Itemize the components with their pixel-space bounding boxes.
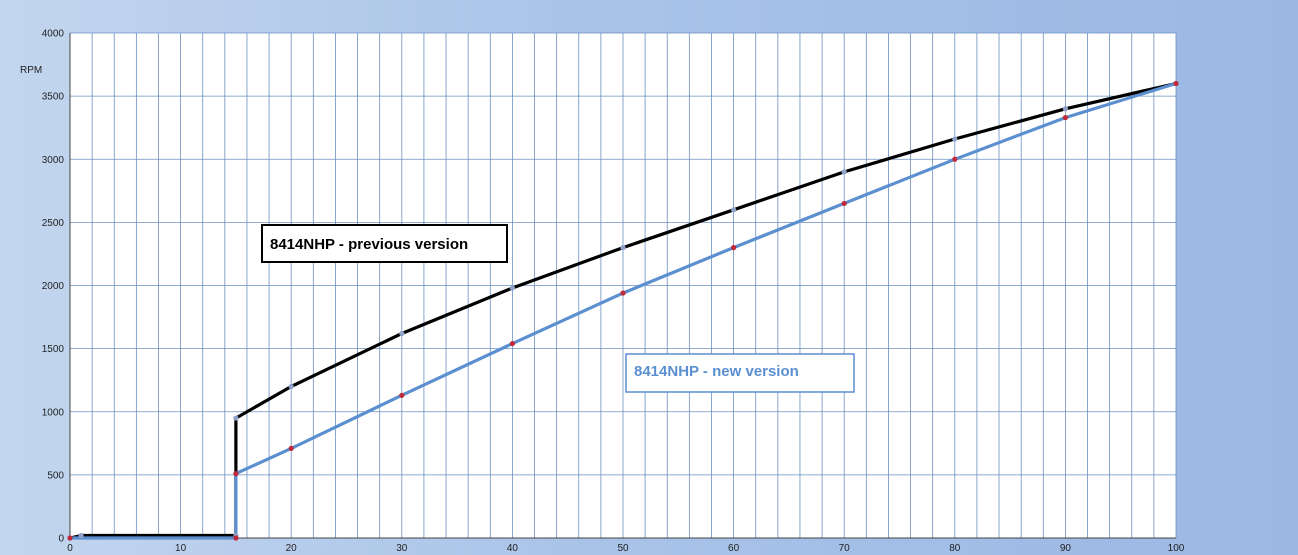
data-point — [399, 330, 405, 337]
data-point — [233, 471, 239, 477]
x-tick-label: 50 — [617, 543, 629, 554]
series-markers — [67, 80, 1179, 541]
x-tick-label: 20 — [286, 543, 298, 554]
x-tick-label: 100 — [1168, 543, 1185, 554]
y-tick-label: 4000 — [42, 29, 65, 40]
y-tick-label: 2500 — [42, 218, 65, 229]
gridlines — [70, 32, 1177, 538]
y-tick-label: 500 — [47, 470, 64, 481]
data-point — [1062, 114, 1068, 121]
data-point — [509, 285, 515, 291]
data-point — [1173, 80, 1179, 87]
x-tick-label: 60 — [728, 543, 740, 554]
x-tick-label: 10 — [175, 543, 187, 554]
callout-new-version: 8414NHP - new version — [625, 353, 855, 393]
data-point — [233, 535, 239, 541]
data-point — [399, 392, 405, 398]
data-point — [620, 290, 626, 296]
data-point — [731, 245, 737, 251]
callout-new-version-text: 8414NHP - new version — [634, 363, 799, 380]
callout-previous-version-text: 8414NHP - previous version — [270, 236, 468, 253]
y-axis-label: RPM — [20, 65, 42, 76]
x-tick-label: 70 — [839, 543, 851, 554]
callout-previous-version: 8414NHP - previous version — [261, 224, 508, 263]
y-tick-labels: 0 500 1000 1500 2000 2500 3000 3500 4000 — [42, 29, 65, 545]
y-tick-label: 3500 — [42, 92, 65, 103]
data-point — [952, 136, 958, 142]
data-point — [233, 415, 239, 421]
x-tick-label: 90 — [1060, 543, 1072, 554]
data-point — [1062, 106, 1068, 112]
y-tick-label: 3000 — [42, 155, 65, 166]
y-tick-label: 2000 — [42, 281, 65, 292]
data-point — [841, 200, 847, 207]
x-tick-label: 30 — [396, 543, 408, 554]
data-point — [952, 156, 958, 162]
data-point — [620, 245, 626, 251]
data-point — [288, 445, 294, 451]
x-tick-label: 0 — [67, 543, 73, 554]
data-point — [731, 207, 737, 213]
x-tick-label: 80 — [949, 543, 961, 554]
x-tick-label: 40 — [507, 543, 519, 554]
data-point — [288, 383, 294, 390]
series-line-1 — [70, 81, 1177, 540]
y-tick-label: 1500 — [42, 344, 65, 355]
data-point — [78, 532, 84, 539]
y-tick-label: 0 — [58, 534, 64, 545]
x-tick-labels: 0 10 20 30 40 50 60 70 80 90 100 — [67, 543, 1185, 554]
axes — [69, 33, 1176, 539]
data-point — [841, 169, 847, 175]
data-point — [67, 535, 73, 541]
y-tick-label: 1000 — [42, 407, 65, 418]
data-point — [509, 340, 515, 347]
